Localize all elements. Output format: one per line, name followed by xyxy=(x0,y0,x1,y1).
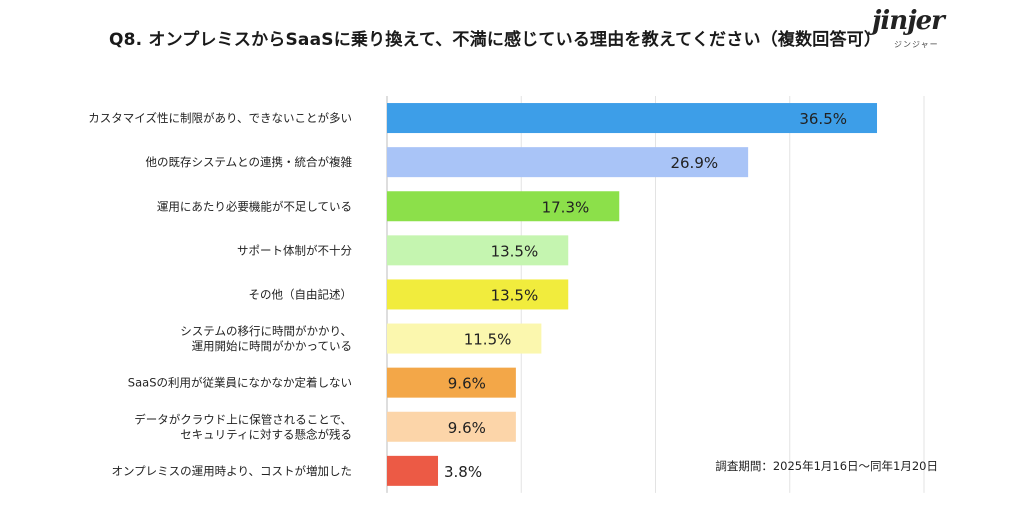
logo-wordmark: jinjer xyxy=(872,6,945,36)
bar xyxy=(387,455,439,486)
bar xyxy=(387,323,542,354)
jinjer-logo: jinjer ジンジャー xyxy=(872,6,952,50)
bars xyxy=(387,103,878,486)
bar xyxy=(387,411,516,442)
category-label: システムの移行に時間がかかり、 xyxy=(180,324,352,338)
value-label: 36.5% xyxy=(799,110,847,128)
category-label: オンプレミスの運用時より、コストが増加した xyxy=(112,464,352,478)
category-label: 運用にあたり必要機能が不足している xyxy=(157,199,352,213)
bar xyxy=(387,191,620,222)
category-labels: カスタマイズ性に制限があり、できないことが多い他の既存システムとの連携・統合が複… xyxy=(88,111,352,478)
survey-period: 調査期間：2025年1月16日〜同年1月20日 xyxy=(715,459,938,473)
value-label: 9.6% xyxy=(448,419,486,437)
value-label: 17.3% xyxy=(542,198,590,216)
value-label: 26.9% xyxy=(670,154,718,172)
value-label: 9.6% xyxy=(448,375,486,393)
value-label: 3.8% xyxy=(444,463,482,481)
category-label: 他の既存システムとの連携・統合が複雑 xyxy=(145,155,352,169)
chart-title: Q8. オンプレミスからSaaSに乗り換えて、不満に感じている理由を教えてくださ… xyxy=(108,30,882,50)
value-label: 11.5% xyxy=(464,331,512,349)
category-label: その他（自由記述） xyxy=(249,287,353,301)
category-label: カスタマイズ性に制限があり、できないことが多い xyxy=(88,111,352,125)
bar xyxy=(387,103,878,134)
bar xyxy=(387,147,749,178)
bar xyxy=(387,279,569,310)
bar xyxy=(387,367,516,398)
category-label: データがクラウド上に保管されることで、 xyxy=(134,412,352,426)
category-label: セキュリティに対する懸念が残る xyxy=(180,427,352,441)
bar xyxy=(387,235,569,266)
value-labels: 36.5% 26.9% 17.3% 13.5% 13.5% 11.5% 9.6% 9.6% 3.… xyxy=(444,110,847,481)
category-label: SaaSの利用が従業員になかなか定着しない xyxy=(128,376,352,390)
value-label: 13.5% xyxy=(491,242,539,260)
category-label: 運用開始に時間がかかっている xyxy=(192,339,352,353)
category-label: サポート体制が不十分 xyxy=(237,243,352,257)
value-label: 13.5% xyxy=(491,286,539,304)
logo-subtext: ジンジャー xyxy=(894,40,939,49)
